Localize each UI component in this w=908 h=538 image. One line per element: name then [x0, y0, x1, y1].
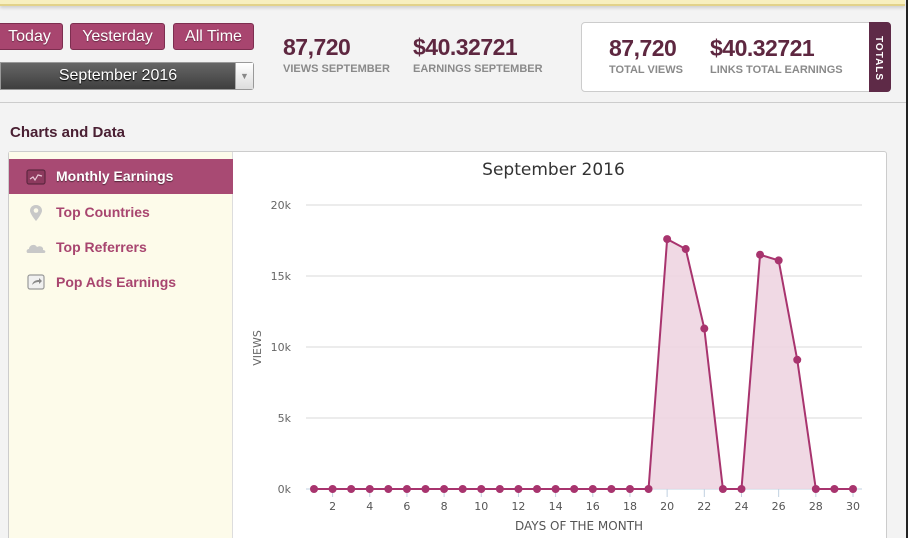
earnings-month-value: $40.32721 [413, 34, 518, 60]
x-tick-label: 8 [441, 500, 448, 513]
month-select-value: September 2016 [58, 67, 178, 84]
y-tick-label: 5k [278, 412, 292, 425]
data-point[interactable] [811, 485, 820, 493]
chart-sidebar: Monthly Earnings Top Countries Top Refer… [9, 152, 233, 538]
line-chart-icon [26, 169, 46, 185]
total-earnings-label: LINKS TOTAL EARNINGS [710, 64, 843, 76]
series-views [310, 235, 857, 493]
x-tick-label: 26 [772, 500, 786, 513]
x-tick-label: 18 [623, 500, 637, 513]
views-month-stat: 87,720 VIEWS SEPTEMBER [283, 34, 390, 75]
data-point[interactable] [718, 485, 727, 493]
sidebar-item-monthly-earnings[interactable]: Monthly Earnings [9, 159, 233, 194]
total-views-label: TOTAL VIEWS [609, 64, 683, 76]
data-point[interactable] [495, 485, 504, 493]
x-tick-label: 30 [846, 500, 860, 513]
x-tick-label: 24 [734, 500, 748, 513]
data-point[interactable] [514, 485, 523, 493]
sidebar-item-top-referrers[interactable]: Top Referrers [9, 230, 233, 265]
sidebar-item-label: Top Countries [56, 204, 150, 220]
data-point[interactable] [310, 485, 318, 493]
data-point[interactable] [830, 485, 839, 493]
data-point[interactable] [774, 256, 783, 265]
sidebar-item-label: Pop Ads Earnings [56, 274, 177, 290]
data-point[interactable] [533, 485, 542, 493]
x-axis: 2 4 6 8 10 12 14 16 18 20 22 24 26 28 30 [329, 489, 860, 513]
y-tick-label: 15k [271, 270, 292, 283]
earnings-month-stat: $40.32721 EARNINGS SEPTEMBER [413, 34, 543, 75]
data-point[interactable] [402, 485, 411, 493]
chart-title: September 2016 [482, 160, 625, 180]
data-point[interactable] [756, 250, 765, 259]
data-point[interactable] [421, 485, 430, 493]
chevron-down-icon[interactable]: ▼ [235, 63, 253, 89]
sidebar-item-top-countries[interactable]: Top Countries [9, 195, 233, 230]
earnings-month-label: EARNINGS SEPTEMBER [413, 63, 543, 75]
sidebar-item-label: Monthly Earnings [56, 168, 174, 184]
notification-bar [0, 0, 905, 6]
sidebar-item-pop-ads-earnings[interactable]: Pop Ads Earnings [9, 265, 233, 300]
x-tick-label: 12 [511, 500, 525, 513]
charts-panel: Monthly Earnings Top Countries Top Refer… [8, 151, 887, 538]
views-month-value: 87,720 [283, 34, 351, 60]
y-tick-label: 10k [271, 341, 292, 354]
month-select[interactable]: September 2016 ▼ [0, 62, 254, 90]
cloud-icon [26, 244, 46, 253]
x-tick-label: 16 [586, 500, 600, 513]
data-point[interactable] [440, 485, 449, 493]
total-views-stat: 87,720 TOTAL VIEWS [609, 35, 683, 76]
x-tick-label: 22 [697, 500, 711, 513]
totals-tab-label: TOTALS [873, 36, 884, 82]
map-pin-icon [30, 205, 42, 221]
data-point[interactable] [644, 485, 653, 493]
totals-panel: 87,720 TOTAL VIEWS $40.32721 LINKS TOTAL… [581, 22, 891, 92]
data-point[interactable] [681, 245, 690, 254]
all-time-button[interactable]: All Time [173, 23, 254, 50]
total-views-value: 87,720 [609, 35, 677, 61]
data-point[interactable] [384, 485, 393, 493]
x-tick-label: 2 [329, 500, 336, 513]
data-point[interactable] [793, 355, 802, 364]
today-button[interactable]: Today [0, 23, 63, 50]
views-month-label: VIEWS SEPTEMBER [283, 63, 390, 75]
data-point[interactable] [570, 485, 579, 493]
data-point[interactable] [625, 485, 634, 493]
total-earnings-value: $40.32721 [710, 35, 815, 61]
x-tick-label: 14 [549, 500, 563, 513]
data-point[interactable] [588, 485, 597, 493]
data-point[interactable] [737, 485, 746, 493]
y-axis-label: VIEWS [251, 330, 264, 366]
data-point[interactable] [458, 485, 467, 493]
data-point[interactable] [849, 485, 857, 493]
window-edge [906, 0, 908, 538]
totals-tab[interactable]: TOTALS [869, 22, 891, 92]
header-divider [0, 102, 906, 103]
sidebar-item-label: Top Referrers [56, 239, 147, 255]
data-point[interactable] [663, 235, 672, 244]
x-tick-label: 10 [474, 500, 488, 513]
total-earnings-stat: $40.32721 LINKS TOTAL EARNINGS [710, 35, 843, 76]
data-point[interactable] [607, 485, 616, 493]
data-point[interactable] [347, 485, 356, 493]
data-point[interactable] [365, 485, 374, 493]
data-point[interactable] [551, 485, 560, 493]
x-axis-label: DAYS OF THE MONTH [515, 519, 643, 533]
y-axis-ticks: 0k 5k 10k 15k 20k [271, 199, 292, 496]
x-tick-label: 4 [366, 500, 373, 513]
yesterday-button[interactable]: Yesterday [70, 23, 165, 50]
data-point[interactable] [328, 485, 337, 493]
section-title: Charts and Data [10, 124, 126, 141]
data-point[interactable] [477, 485, 486, 493]
y-tick-label: 20k [271, 199, 292, 212]
x-tick-label: 28 [809, 500, 823, 513]
y-tick-label: 0k [278, 483, 292, 496]
x-tick-label: 20 [660, 500, 674, 513]
series-area [314, 239, 853, 489]
x-tick-label: 6 [403, 500, 410, 513]
data-point[interactable] [700, 324, 709, 333]
share-icon [27, 274, 45, 290]
